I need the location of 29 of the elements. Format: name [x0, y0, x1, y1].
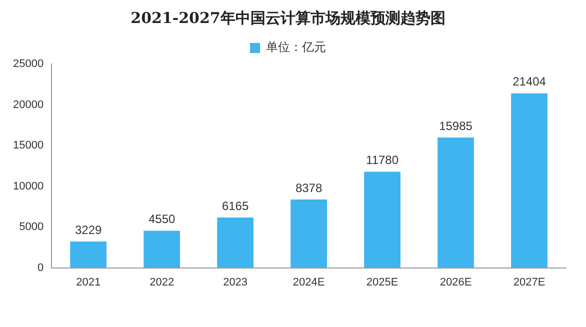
- x-tick-label: 2025E: [366, 276, 398, 288]
- y-tick-label: 25000: [12, 58, 44, 70]
- y-tick-label: 15000: [12, 140, 44, 152]
- y-tick-label: 10000: [12, 180, 44, 192]
- data-label: 11780: [366, 153, 399, 168]
- y-tick-label: 5000: [19, 221, 44, 234]
- x-tick-label: 2021: [76, 276, 101, 288]
- data-label: 8378: [295, 180, 322, 195]
- y-tick-label: 20000: [12, 98, 44, 111]
- y-tick-label: 0: [37, 262, 44, 274]
- x-tick-label: 2026E: [440, 276, 472, 288]
- x-tick-label: 2024E: [292, 276, 325, 288]
- bar: [364, 172, 400, 268]
- bar: [217, 218, 254, 268]
- bar: [438, 137, 474, 268]
- data-label: 6165: [222, 198, 249, 213]
- data-label: 3229: [74, 222, 102, 237]
- data-label: 4550: [148, 212, 176, 226]
- bar: [144, 230, 180, 268]
- data-label: 15985: [439, 118, 473, 133]
- bar: [511, 93, 548, 268]
- x-tick-label: 2022: [150, 276, 174, 288]
- x-tick-label: 2023: [223, 276, 248, 288]
- x-tick-label: 2027E: [513, 276, 546, 288]
- bar: [290, 200, 327, 268]
- legend-label: 单位：亿元: [266, 40, 326, 54]
- chart-title: 2021-2027年中国云计算市场规模预测趋势图: [130, 8, 446, 27]
- data-label: 21404: [512, 74, 546, 89]
- bar: [70, 241, 107, 268]
